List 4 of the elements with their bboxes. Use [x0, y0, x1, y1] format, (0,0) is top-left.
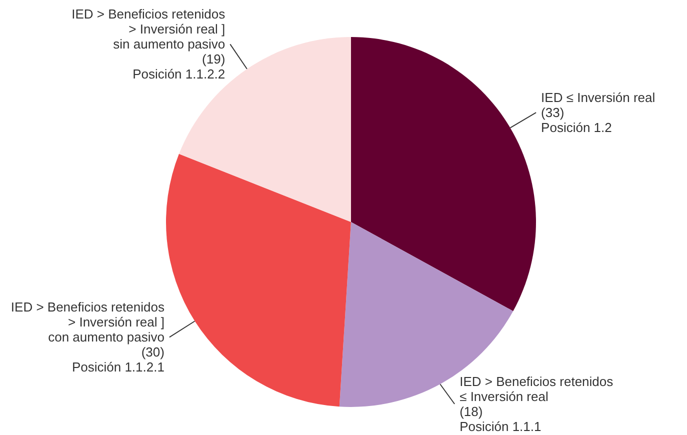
slice-label: IED ≤ Inversión real (33) Posición 1.2: [541, 90, 656, 136]
slice-label: IED > Beneficios retenidos > Inversión real ] con aumento pasivo (30) Posición 1.1.2.1: [10, 300, 165, 375]
slice-label: IED > Beneficios retenidos ≤ Inversión real (18) Posición 1.1.1: [460, 374, 614, 434]
slice-label: IED > Beneficios retenidos > Inversión real ] sin aumento pasivo (19) Posición 1.1.2.2: [72, 6, 226, 82]
